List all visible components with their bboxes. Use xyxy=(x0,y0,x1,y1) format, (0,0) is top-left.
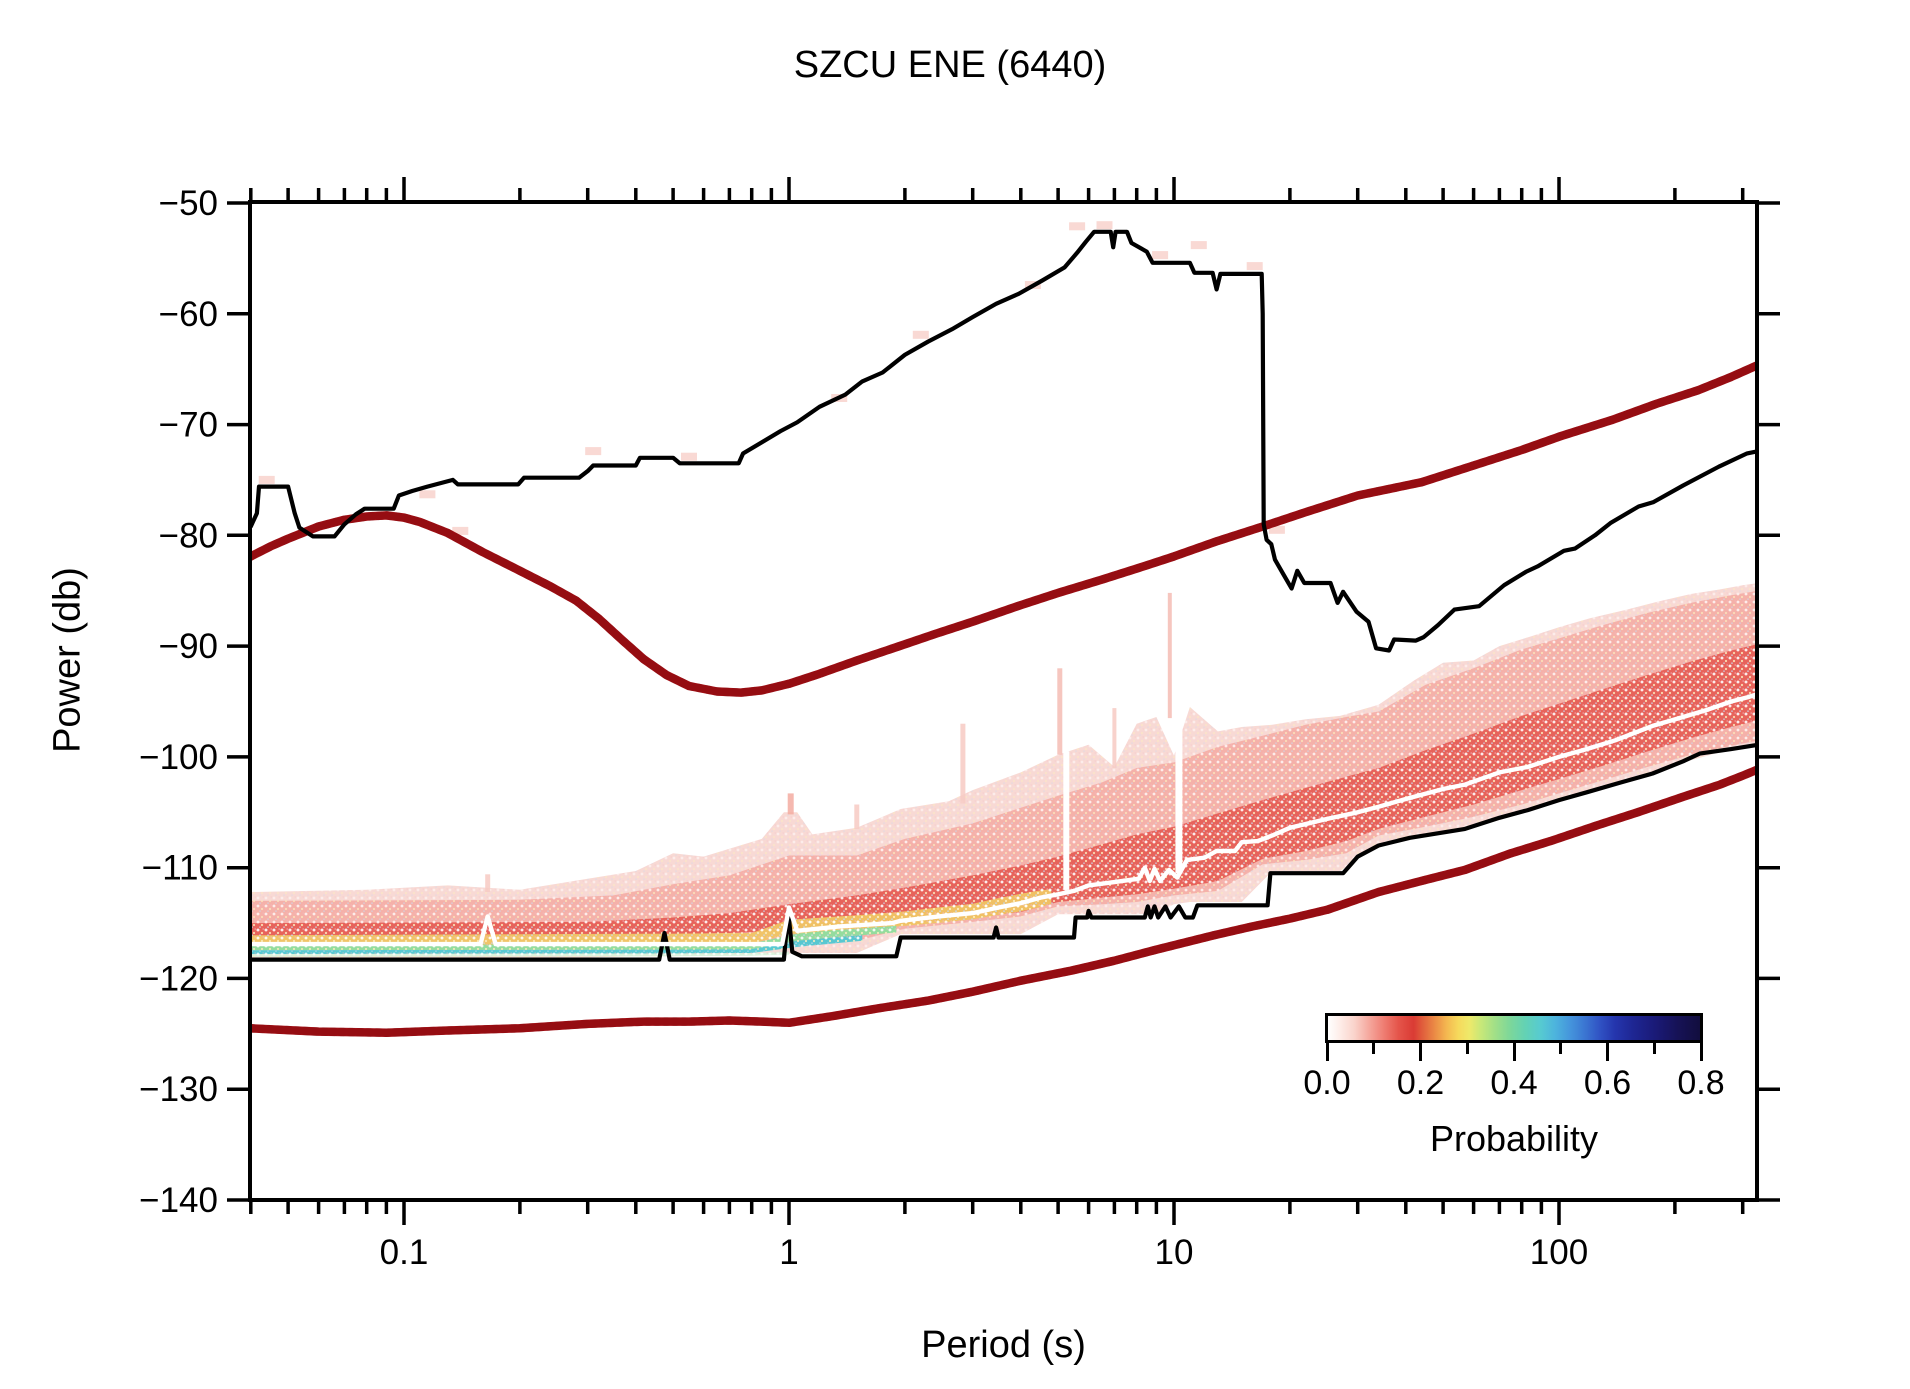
density-plume xyxy=(1175,723,1183,874)
y-axis-label: Power (db) xyxy=(46,567,89,753)
density-plume xyxy=(1063,751,1070,890)
y-tick-label: −50 xyxy=(159,184,218,223)
y-tick-label: −90 xyxy=(159,627,218,666)
figure-title: SZCU ENE (6440) xyxy=(793,44,1107,86)
y-tick-label: −70 xyxy=(159,406,218,445)
colorbar-tick xyxy=(1606,1043,1609,1061)
min-envelope-line xyxy=(251,742,1756,962)
density-speckle xyxy=(681,452,697,461)
high-noise-model-line xyxy=(251,361,1756,697)
y-tick-label: −140 xyxy=(139,1181,218,1220)
density-speckle xyxy=(1268,525,1285,534)
x-tick-label: 10 xyxy=(1155,1233,1194,1272)
y-tick-label: −80 xyxy=(159,516,218,555)
colorbar-label: Probability xyxy=(1429,1118,1599,1159)
density-speckle xyxy=(1096,221,1113,230)
density-speckle xyxy=(912,330,929,339)
colorbar-tick xyxy=(1465,1043,1469,1054)
colorbar-tick xyxy=(1652,1043,1656,1054)
colorbar-tick xyxy=(1699,1043,1703,1061)
colorbar-tick xyxy=(1512,1043,1516,1061)
colorbar-tick-label: 0.6 xyxy=(1583,1064,1632,1102)
density-plume xyxy=(787,793,794,815)
density-speckle xyxy=(452,526,469,535)
y-tick-label: −130 xyxy=(139,1070,218,1109)
density-plume xyxy=(485,874,491,892)
colorbar-tick xyxy=(1559,1043,1563,1054)
x-tick-label: 0.1 xyxy=(380,1233,429,1272)
x-tick-label: 1 xyxy=(779,1233,798,1272)
y-tick-label: −60 xyxy=(159,295,218,334)
low-noise-model-line xyxy=(251,765,1756,1037)
x-axis-label: Period (s) xyxy=(921,1324,1086,1366)
colorbar-tick-label: 0.8 xyxy=(1677,1064,1725,1102)
density-plume xyxy=(1057,668,1063,755)
density-speckle xyxy=(258,475,275,484)
colorbar-tick xyxy=(1419,1043,1422,1061)
colorbar-gradient xyxy=(1328,1016,1700,1040)
colorbar-tick-label: 0.4 xyxy=(1490,1064,1538,1102)
y-tick-label: −120 xyxy=(139,959,218,998)
density-plume xyxy=(1112,708,1117,768)
max-envelope-line xyxy=(251,229,1756,653)
density-speckle xyxy=(1069,222,1086,231)
density-speckle xyxy=(1152,251,1169,260)
density-plume xyxy=(960,723,966,804)
colorbar xyxy=(1325,1013,1703,1043)
y-tick-label: −110 xyxy=(142,849,218,888)
colorbar-tick xyxy=(1372,1043,1376,1054)
density-speckle xyxy=(1246,262,1263,271)
density-plume xyxy=(854,804,860,829)
density-speckle xyxy=(419,490,436,499)
plot-frame xyxy=(248,200,1759,1202)
x-tick-label: 100 xyxy=(1530,1233,1588,1272)
y-tick-label: −100 xyxy=(139,738,218,777)
density-speckle xyxy=(1190,241,1207,250)
density-speckle xyxy=(585,447,602,456)
colorbar-tick-label: 0.0 xyxy=(1303,1064,1351,1102)
colorbar-tick xyxy=(1325,1043,1329,1061)
density-plume xyxy=(1167,592,1172,719)
colorbar-tick-label: 0.2 xyxy=(1396,1064,1445,1102)
mode-line-line xyxy=(251,692,1756,947)
